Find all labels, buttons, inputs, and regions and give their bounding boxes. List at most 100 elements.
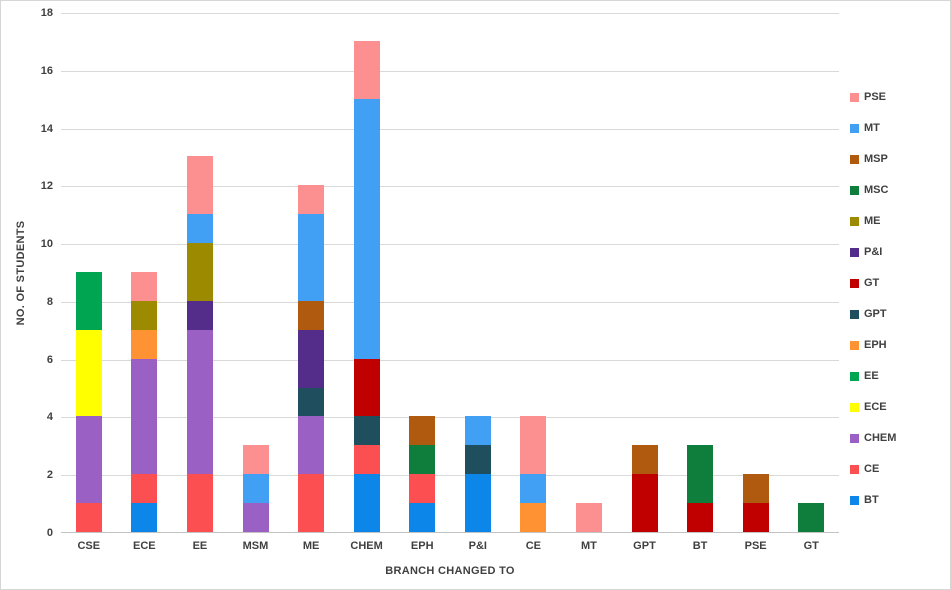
legend-swatch [850, 217, 859, 226]
legend-swatch [850, 186, 859, 195]
bar-segment-CHEM-ME[interactable] [298, 416, 324, 474]
bar-segment-MSC-EPH[interactable] [409, 445, 435, 474]
legend-item-CE[interactable]: CE [850, 463, 896, 476]
bar-segment-CHEM-MSM[interactable] [243, 503, 269, 532]
bar-segment-GT-BT[interactable] [687, 503, 713, 532]
bar-segment-GT-CHEM[interactable] [354, 358, 380, 416]
legend-item-MSC[interactable]: MSC [850, 184, 896, 197]
bar-segment-CE-CSE[interactable] [76, 503, 102, 532]
bar-segment-CE-EPH[interactable] [409, 474, 435, 503]
legend-label: MSP [864, 153, 888, 165]
y-tick-label: 2 [46, 469, 53, 482]
x-tick-label-EPH: EPH [410, 540, 434, 552]
legend-swatch [850, 403, 859, 412]
bar-segment-BT-ECE[interactable] [131, 503, 157, 532]
bar-segment-MSP-EPH[interactable] [409, 416, 435, 445]
y-tick-label: 12 [40, 180, 53, 193]
legend-item-MSP[interactable]: MSP [850, 153, 896, 166]
legend-item-PSE[interactable]: PSE [850, 91, 896, 104]
bar-segment-MSP-GPT[interactable] [632, 445, 658, 474]
bar-segment-MSC-BT[interactable] [687, 445, 713, 503]
legend-label: BT [864, 494, 879, 506]
legend-swatch [850, 372, 859, 381]
legend-label: GT [864, 277, 880, 289]
gridline [61, 13, 839, 14]
legend-label: MSC [864, 184, 889, 196]
x-tick-label-MT: MT [580, 540, 597, 552]
legend-item-GT[interactable]: GT [850, 277, 896, 290]
bar-segment-CHEM-EE[interactable] [187, 330, 213, 474]
bar-segment-ME-EE[interactable] [187, 243, 213, 301]
x-tick-label-EE: EE [192, 540, 208, 552]
bar-segment-CE-EE[interactable] [187, 474, 213, 532]
bar-segment-GPT-ME[interactable] [298, 387, 324, 416]
bar-segment-CHEM-CSE[interactable] [76, 416, 102, 503]
legend-item-EE[interactable]: EE [850, 370, 896, 383]
legend-item-BT[interactable]: BT [850, 494, 896, 507]
bar-segment-EE-CSE[interactable] [76, 272, 102, 330]
bar-segment-P&I-EE[interactable] [187, 301, 213, 330]
gridline [61, 71, 839, 72]
bar-segment-PSE-CHEM[interactable] [354, 41, 380, 99]
legend-label: CE [864, 463, 880, 475]
legend-swatch [850, 465, 859, 474]
y-tick-label: 14 [40, 122, 53, 135]
bar-segment-PSE-ECE[interactable] [131, 272, 157, 301]
legend-swatch [850, 279, 859, 288]
bar-segment-PSE-MSM[interactable] [243, 445, 269, 474]
bar-segment-ME-ECE[interactable] [131, 301, 157, 330]
bar-segment-GT-GPT[interactable] [632, 474, 658, 532]
legend-swatch [850, 124, 859, 133]
bar-segment-MSC-GT[interactable] [798, 503, 824, 532]
bar-segment-MT-MSM[interactable] [243, 474, 269, 503]
bar-segment-PSE-CE[interactable] [520, 416, 546, 474]
bar-segment-GT-PSE[interactable] [743, 503, 769, 532]
bar-segment-CE-ECE[interactable] [131, 474, 157, 503]
x-tick-label-P&I: P&I [468, 540, 487, 552]
x-tick-label-ME: ME [302, 540, 320, 552]
bar-segment-BT-P&I[interactable] [465, 474, 491, 532]
plot-area [61, 13, 839, 533]
gridline [61, 417, 839, 418]
bar-segment-MT-CHEM[interactable] [354, 99, 380, 359]
legend-swatch [850, 93, 859, 102]
bar-segment-MT-EE[interactable] [187, 214, 213, 243]
x-tick-label-GPT: GPT [633, 540, 656, 552]
legend-item-EPH[interactable]: EPH [850, 339, 896, 352]
bar-segment-CHEM-ECE[interactable] [131, 358, 157, 474]
bar-segment-PSE-MT[interactable] [576, 503, 602, 532]
bar-segment-MT-ME[interactable] [298, 214, 324, 301]
bar-segment-PSE-ME[interactable] [298, 185, 324, 214]
gridline [61, 302, 839, 303]
bar-segment-GPT-P&I[interactable] [465, 445, 491, 474]
legend-item-GPT[interactable]: GPT [850, 308, 896, 321]
legend-swatch [850, 434, 859, 443]
legend-item-ECE[interactable]: ECE [850, 401, 896, 414]
bar-segment-CE-CHEM[interactable] [354, 445, 380, 474]
bar-segment-BT-EPH[interactable] [409, 503, 435, 532]
y-axis-title: NO. OF STUDENTS [15, 220, 27, 326]
bar-segment-GPT-CHEM[interactable] [354, 416, 380, 445]
x-tick-label-PSE: PSE [744, 540, 767, 552]
x-tick-label-GT: GT [803, 540, 819, 552]
legend-label: PSE [864, 91, 887, 103]
legend-item-CHEM[interactable]: CHEM [850, 432, 896, 445]
bar-segment-MSP-ME[interactable] [298, 301, 324, 330]
legend-swatch [850, 310, 859, 319]
bar-segment-MT-CE[interactable] [520, 474, 546, 503]
bar-segment-MSP-PSE[interactable] [743, 474, 769, 503]
bar-segment-P&I-ME[interactable] [298, 330, 324, 388]
bar-segment-EPH-ECE[interactable] [131, 330, 157, 359]
bar-segment-EPH-CE[interactable] [520, 503, 546, 532]
legend-label: EE [864, 370, 879, 382]
y-tick-label: 4 [46, 411, 53, 424]
legend-item-ME[interactable]: ME [850, 215, 896, 228]
legend-item-MT[interactable]: MT [850, 122, 896, 135]
bar-segment-CE-ME[interactable] [298, 474, 324, 532]
legend-item-P&I[interactable]: P&I [850, 246, 896, 259]
bar-segment-BT-CHEM[interactable] [354, 474, 380, 532]
bar-segment-PSE-EE[interactable] [187, 156, 213, 214]
bar-segment-MT-P&I[interactable] [465, 416, 491, 445]
bar-segment-ECE-CSE[interactable] [76, 329, 102, 416]
